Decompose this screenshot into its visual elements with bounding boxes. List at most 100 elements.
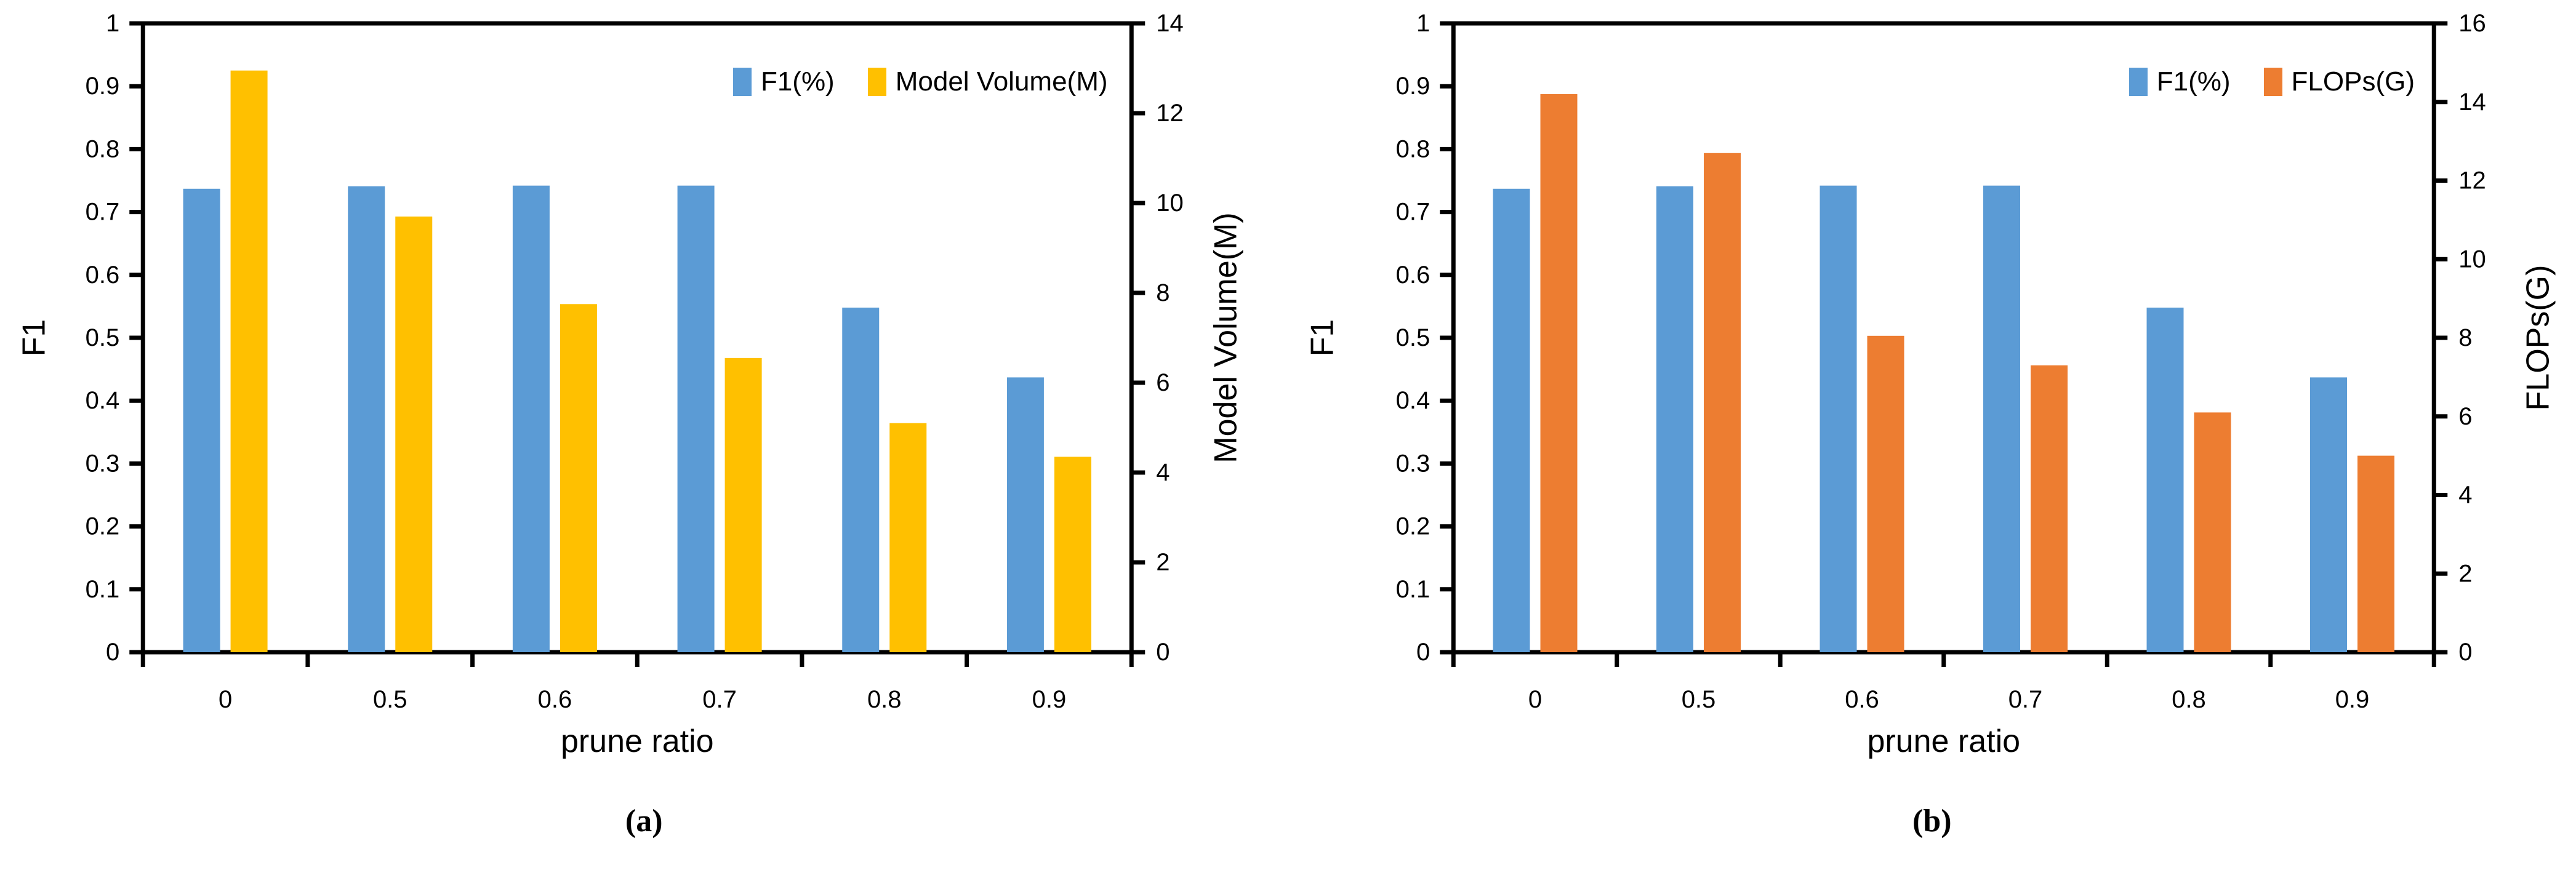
bar-right-series-0.6: [560, 304, 597, 652]
x-tick-label: 0: [1528, 686, 1541, 713]
legend-label-model-volume: Model Volume(M): [895, 66, 1108, 97]
y-left-tick-label: 0.1: [1395, 576, 1430, 603]
y-left-tick-label: 0.2: [86, 513, 120, 540]
y-left-tick-label: 0.4: [86, 387, 120, 414]
bar-right-series-0: [1540, 94, 1577, 653]
y-right-tick-label: 14: [1156, 10, 1184, 37]
y-left-tick-label: 0.3: [86, 450, 120, 477]
y-right-tick-label: 10: [2458, 245, 2486, 273]
y-right-tick-label: 4: [1156, 459, 1170, 486]
bar-right-series-0.8: [2194, 412, 2231, 652]
y-left-tick-label: 0.2: [1395, 513, 1430, 540]
y-right-tick-label: 0: [2458, 639, 2472, 666]
x-tick-label: 0.7: [702, 686, 737, 713]
y-right-tick-label: 2: [2458, 560, 2472, 587]
y-left-tick-label: 0.5: [86, 324, 120, 351]
legend-b: F1(%) FLOPs(G): [2129, 68, 2415, 96]
y-right-tick-label: 16: [2458, 10, 2486, 37]
legend-swatch-f1-icon: [732, 68, 752, 96]
y-left-tick-label: 0.6: [1395, 261, 1430, 289]
chart-a: 00.10.20.30.40.50.60.70.80.9102468101214…: [16, 10, 1243, 759]
legend-label-f1: F1(%): [760, 66, 835, 97]
bar-left-series-0.5: [1656, 186, 1693, 652]
y-left-tick-label: 0.4: [1395, 387, 1430, 414]
x-tick-label: 0.8: [2172, 686, 2206, 713]
legend-item-model-volume: Model Volume(M): [867, 66, 1108, 97]
bar-right-series-0.9: [2357, 455, 2394, 652]
y-right-tick-label: 8: [2458, 324, 2472, 351]
x-tick-label: 0.5: [373, 686, 407, 713]
y-right-tick-label: 8: [1156, 279, 1170, 306]
bar-right-series-0.7: [724, 357, 762, 652]
x-axis-title: prune ratio: [561, 724, 714, 759]
bar-left-series-0.6: [512, 185, 550, 652]
bar-right-series-0.7: [2030, 365, 2068, 652]
y-left-tick-label: 0.8: [86, 135, 120, 162]
bar-left-series-0: [183, 188, 220, 652]
bar-left-series-0: [1493, 188, 1530, 652]
y-left-tick-label: 0.7: [1395, 199, 1430, 226]
y-left-tick-label: 0: [1416, 639, 1430, 666]
legend-label-flops: FLOPs(G): [2291, 66, 2415, 97]
x-tick-label: 0: [219, 686, 232, 713]
bar-left-series-0.6: [1820, 185, 1856, 652]
bar-left-series-0.8: [842, 307, 880, 653]
y-right-axis-title: FLOPs(G): [2520, 265, 2556, 411]
legend-a: F1(%) Model Volume(M): [732, 66, 1108, 97]
plot-border-b: [1451, 21, 2436, 655]
y-left-tick-label: 0.8: [1395, 135, 1430, 162]
y-right-tick-label: 6: [1156, 369, 1170, 396]
y-right-tick-label: 4: [2458, 482, 2472, 509]
chart-b: 00.10.20.30.40.50.60.70.80.9102468101214…: [1304, 10, 2556, 759]
legend-label-f1: F1(%): [2156, 66, 2231, 97]
x-tick-label: 0.9: [2335, 686, 2369, 713]
x-tick-label: 0.5: [1681, 686, 1715, 713]
plot-border-a: [140, 21, 1134, 655]
y-left-axis-title: F1: [16, 319, 52, 357]
legend-item-flops: FLOPs(G): [2263, 66, 2415, 97]
y-left-tick-label: 1: [1416, 10, 1430, 37]
y-right-tick-label: 12: [2458, 167, 2486, 194]
legend-item-f1: F1(%): [2129, 68, 2231, 96]
bar-left-series-0.9: [1006, 377, 1044, 652]
y-left-tick-label: 0: [106, 639, 119, 666]
y-left-tick-label: 0.9: [86, 73, 120, 100]
caption-b: (b): [1912, 804, 1952, 839]
bar-left-series-0.7: [1983, 185, 2020, 652]
panel-b: 0 0.1 0.2 0.3 0.4 0.5 0.6 0.7 0.8 0.9 1 0 2 4 6 8 10 12 14…: [1288, 0, 2576, 878]
bar-left-series-0.5: [348, 186, 385, 652]
bar-right-series-0.5: [1703, 153, 1741, 653]
y-left-tick-label: 0.1: [86, 576, 120, 603]
y-right-tick-label: 10: [1156, 190, 1184, 217]
y-right-tick-label: 6: [2458, 403, 2472, 430]
legend-swatch-f1-icon: [2129, 68, 2148, 96]
bar-right-series-0: [230, 70, 268, 652]
y-right-tick-label: 0: [1156, 639, 1170, 666]
y-left-tick-label: 1: [106, 10, 119, 37]
bar-right-series-0.8: [889, 423, 927, 652]
x-tick-label: 0.9: [1032, 686, 1067, 713]
x-tick-label: 0.6: [538, 686, 572, 713]
bar-left-series-0.7: [677, 185, 715, 652]
y-left-tick-label: 0.3: [1395, 450, 1430, 477]
y-right-tick-label: 2: [1156, 549, 1170, 576]
y-right-tick-label: 12: [1156, 100, 1184, 127]
y-right-tick-label: 14: [2458, 89, 2486, 116]
bar-left-series-0.8: [2146, 307, 2183, 653]
y-left-tick-label: 0.6: [86, 261, 120, 289]
bar-right-series-0.9: [1054, 457, 1091, 652]
bar-right-series-0.6: [1867, 335, 1904, 652]
x-axis-title: prune ratio: [1867, 724, 2020, 759]
x-tick-label: 0.6: [1845, 686, 1879, 713]
x-tick-label: 0.8: [867, 686, 902, 713]
panel-a: 0 0.1 0.2 0.3 0.4 0.5 0.6 0.7 0.8 0.9 1 0 2 4 6 8 10 12 14…: [16, 10, 1243, 839]
y-left-tick-label: 0.7: [86, 199, 120, 226]
bar-right-series-0.5: [395, 216, 433, 652]
y-left-tick-label: 0.9: [1395, 73, 1430, 100]
y-left-axis-title: F1: [1304, 319, 1340, 357]
legend-swatch-flops-icon: [2263, 68, 2282, 96]
bar-left-series-0.9: [2309, 377, 2347, 652]
y-left-tick-label: 0.5: [1395, 324, 1430, 351]
legend-swatch-model-volume-icon: [867, 68, 886, 96]
